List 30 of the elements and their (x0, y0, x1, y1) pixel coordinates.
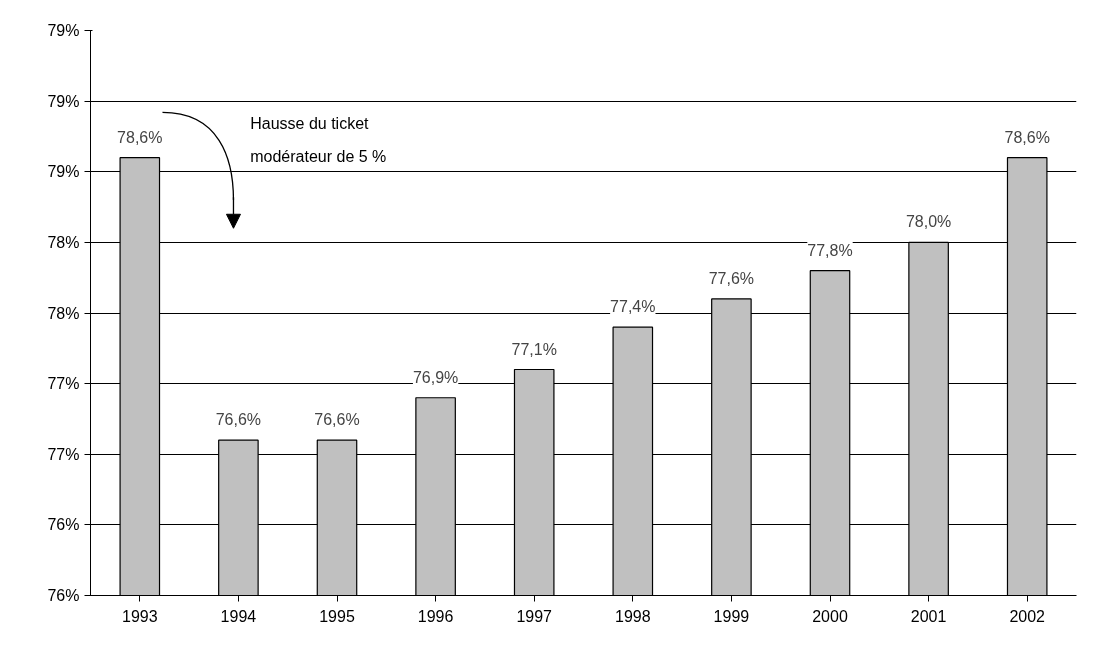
y-tick-label: 77% (47, 375, 80, 393)
y-tick-label: 77% (47, 445, 80, 463)
data-label: 77,8% (807, 241, 853, 259)
y-tick-label: 76% (47, 516, 80, 534)
x-tick-label: 1993 (122, 607, 158, 625)
x-tick-label: 1999 (713, 607, 750, 625)
x-tick-label: 2001 (910, 607, 947, 625)
data-label: 77,6% (708, 269, 755, 287)
data-label: 78,6% (1004, 128, 1050, 146)
data-label: 76,6% (314, 411, 360, 429)
y-tick-label: 79% (47, 92, 80, 110)
y-tick-label: 78% (47, 304, 80, 322)
x-tick-label: 1996 (417, 607, 454, 625)
x-tick-label: 1995 (319, 607, 355, 625)
x-tick-label: 2002 (1009, 607, 1046, 625)
data-label: 76,6% (215, 411, 262, 429)
data-label: 77,4% (610, 298, 656, 316)
data-label: 77,1% (511, 340, 557, 358)
x-tick-label: 1994 (220, 607, 257, 625)
y-tick-label: 78% (47, 233, 80, 251)
data-label: 78,0% (905, 213, 952, 231)
annotation: Hausse du ticket modérateur de 5 % (250, 115, 387, 165)
x-tick-label: 1998 (615, 607, 651, 625)
data-label: 76,9% (412, 368, 459, 386)
y-tick-label: 79% (47, 22, 80, 39)
y-tick-label: 79% (47, 163, 80, 181)
data-label: 78,6% (117, 128, 163, 146)
x-tick-label: 1997 (516, 607, 553, 625)
x-tick-label: 2000 (812, 607, 848, 625)
y-tick-label: 76% (47, 587, 80, 604)
